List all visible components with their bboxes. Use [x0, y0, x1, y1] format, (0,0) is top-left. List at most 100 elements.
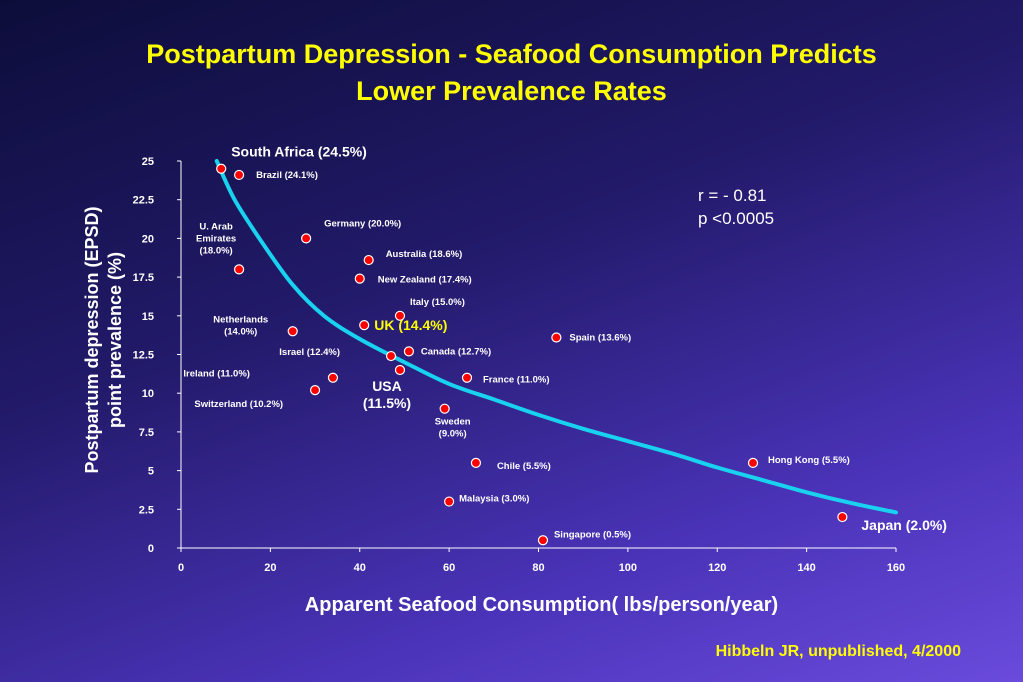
point-label-line: Singapore (0.5%): [554, 529, 631, 540]
r-value: r = - 0.81: [698, 186, 767, 205]
y-tick-label: 25: [142, 156, 154, 168]
y-tick-label: 17.5: [133, 272, 154, 284]
data-point: [233, 264, 245, 275]
point-label: Spain (13.6%): [569, 332, 631, 343]
point-label: UK (14.4%): [374, 317, 447, 333]
data-point: [444, 496, 455, 507]
data-point: [439, 403, 450, 414]
point-label: South Africa (24.5%): [231, 144, 367, 160]
x-tick-label: 160: [887, 562, 905, 574]
data-point: [394, 310, 406, 321]
p-value: p <0.0005: [698, 209, 775, 228]
point-label-line: Malaysia (3.0%): [459, 494, 529, 505]
data-point: [309, 385, 321, 396]
point-label: New Zealand (17.4%): [378, 275, 472, 286]
data-point: [394, 364, 406, 376]
data-point: [233, 169, 245, 181]
data-point: [327, 372, 339, 383]
data-point: [354, 273, 365, 284]
point-label-line: Spain (13.6%): [569, 332, 631, 343]
point-label-line: Switzerland (10.2%): [194, 399, 283, 410]
x-tick-label: 40: [354, 562, 366, 574]
point-label-line: South Africa (24.5%): [231, 144, 367, 160]
title-line-1: Postpartum Depression - Seafood Consumpt…: [146, 39, 877, 69]
point-label-line: USA: [372, 378, 402, 394]
y-tick-label: 0: [148, 543, 154, 555]
x-tick-label: 0: [178, 562, 184, 574]
y-tick-label: 10: [142, 388, 154, 400]
x-tick-label: 80: [532, 562, 544, 574]
point-label-line: Emirates: [196, 233, 236, 244]
point-label: Japan (2.0%): [861, 517, 947, 533]
point-label-line: Ireland (11.0%): [183, 369, 250, 380]
y-tick-label: 5: [148, 466, 154, 478]
point-label-line: UK (14.4%): [374, 317, 447, 333]
y-tick-label: 20: [142, 233, 154, 245]
point-label-line: France (11.0%): [483, 375, 550, 386]
data-point: [403, 346, 415, 357]
x-tick-label: 60: [443, 562, 455, 574]
correlation-stats: r = - 0.81 p <0.0005: [698, 184, 774, 230]
point-label-line: Japan (2.0%): [861, 517, 947, 533]
point-label-line: Israel (12.4%): [279, 347, 340, 358]
y-tick-label: 12.5: [133, 350, 154, 362]
data-point: [747, 457, 759, 468]
data-points: [216, 163, 848, 546]
title-line-2: Lower Prevalence Rates: [356, 76, 667, 106]
point-label-line: Germany (20.0%): [324, 218, 401, 229]
data-point: [287, 326, 298, 337]
y-tick-label: 15: [142, 311, 154, 323]
x-axis-label: Apparent Seafood Consumption( lbs/person…: [304, 594, 779, 616]
data-point: [837, 511, 848, 523]
point-label: Italy (15.0%): [410, 297, 465, 308]
point-label-line: Netherlands: [213, 314, 268, 325]
data-point: [470, 457, 482, 468]
x-tick-label: 140: [797, 562, 815, 574]
data-point: [537, 535, 549, 546]
data-point: [301, 233, 312, 244]
point-label: Switzerland (10.2%): [194, 399, 283, 410]
y-axis-label-line-1: Postpartum depression (EPSD): [82, 206, 102, 474]
point-label-line: Australia (18.6%): [386, 249, 463, 260]
point-label-line: New Zealand (17.4%): [378, 275, 472, 286]
x-tick-label: 120: [708, 562, 726, 574]
x-tick-label: 100: [619, 562, 637, 574]
credit-text: Hibbeln JR, unpublished, 4/2000: [715, 643, 961, 660]
y-axis-label: Postpartum depression (EPSD) point preva…: [81, 206, 127, 473]
point-label-line: (9.0%): [439, 429, 467, 440]
y-tick-label: 2.5: [139, 504, 154, 516]
point-label: Sweden (9.0%): [435, 417, 471, 440]
point-label: Canada (12.7%): [421, 346, 491, 357]
point-label: Netherlands (14.0%): [213, 314, 268, 337]
slide-title: Postpartum Depression - Seafood Consumpt…: [0, 36, 1023, 110]
point-label: Israel (12.4%): [279, 347, 340, 358]
data-point: [385, 350, 397, 362]
point-label: Australia (18.6%): [386, 249, 463, 260]
point-label-line: Canada (12.7%): [421, 346, 491, 357]
data-point: [359, 319, 370, 331]
x-tick-label: 20: [264, 562, 276, 574]
trend-curve: [214, 159, 898, 515]
point-label-line: (14.0%): [224, 326, 257, 337]
point-label-line: Sweden: [435, 417, 471, 428]
point-label-line: U. Arab: [199, 221, 233, 232]
point-labels: South Africa (24.5%) Brazil (24.1%) U. Ara…: [183, 144, 947, 541]
point-label-line: Italy (15.0%): [410, 297, 465, 308]
point-label-line: Brazil (24.1%): [256, 170, 318, 181]
y-tick-label: 22.5: [133, 195, 154, 207]
point-label: Malaysia (3.0%): [459, 494, 529, 505]
data-point: [551, 332, 562, 343]
point-label-line: Hong Kong (5.5%): [768, 455, 850, 466]
point-label: USA (11.5%): [363, 378, 411, 411]
y-axis-label-line-2: point prevalence (%): [105, 251, 125, 429]
chart-axes: 0 2.5 5 7.5 10 12.5 15 17.5 20 22.5 25 0 20 40 60 80 100…: [133, 156, 906, 574]
point-label: U. Arab Emirates (18.0%): [196, 221, 236, 256]
point-label: Germany (20.0%): [324, 218, 401, 229]
point-label: Singapore (0.5%): [554, 529, 631, 540]
data-point: [461, 372, 473, 383]
point-label: Chile (5.5%): [497, 461, 551, 472]
data-point: [363, 254, 374, 266]
point-label-line: (11.5%): [363, 395, 411, 411]
point-label-line: (18.0%): [199, 245, 232, 256]
